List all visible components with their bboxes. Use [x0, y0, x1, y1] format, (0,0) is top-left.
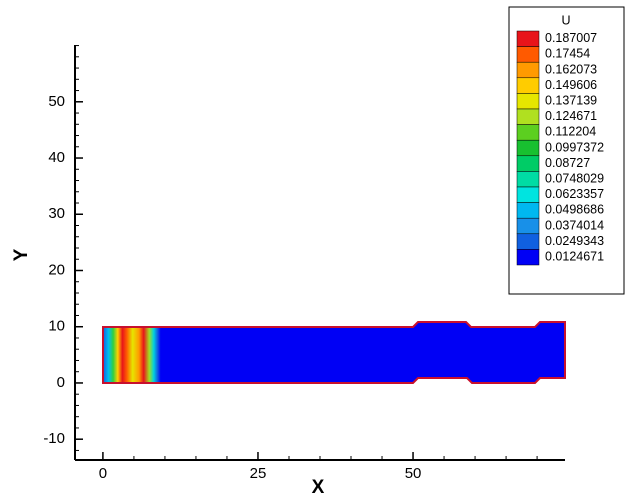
legend-swatch — [516, 155, 540, 172]
legend-label: 0.149606 — [545, 78, 597, 92]
legend-label: 0.0623357 — [545, 187, 604, 201]
x-axis-title: X — [312, 477, 325, 498]
legend-swatch — [516, 108, 540, 125]
y-tick-label: 40 — [48, 149, 65, 166]
legend-swatch — [516, 61, 540, 79]
legend-title: U — [561, 13, 570, 27]
legend-swatch — [516, 46, 540, 63]
y-tick-label: 50 — [48, 93, 65, 110]
legend-swatch — [516, 77, 540, 94]
y-tick-label: -10 — [43, 430, 65, 447]
legend-label: 0.08727 — [545, 156, 590, 170]
legend-swatch — [516, 139, 540, 157]
legend-label: 0.187007 — [545, 31, 597, 45]
y-tick-label: 30 — [48, 205, 65, 222]
y-tick-label: 0 — [57, 374, 65, 391]
legend-swatch — [516, 249, 540, 266]
legend-label: 0.0498686 — [545, 203, 604, 217]
legend-swatch — [516, 93, 540, 110]
legend-label: 0.0374014 — [545, 218, 604, 232]
x-tick-label: 0 — [99, 465, 107, 482]
legend-label: 0.0124671 — [545, 249, 604, 263]
legend-swatch — [516, 124, 540, 141]
legend-label: 0.124671 — [545, 109, 597, 123]
y-tick-label: 20 — [48, 261, 65, 278]
legend-swatch — [516, 30, 540, 47]
legend-swatch — [516, 202, 540, 219]
y-axis-title: Y — [11, 248, 32, 261]
legend-label: 0.162073 — [545, 62, 597, 76]
legend-swatch — [516, 217, 540, 235]
legend-label: 0.112204 — [545, 125, 596, 139]
y-tick-label: 10 — [48, 318, 65, 335]
legend-label: 0.0249343 — [545, 234, 604, 248]
x-tick-label: 50 — [405, 465, 422, 482]
legend-swatch — [516, 186, 540, 203]
legend-swatch — [516, 233, 540, 250]
legend-label: 0.0748029 — [545, 171, 604, 185]
legend-label: 0.137139 — [545, 93, 597, 107]
x-tick-label: 25 — [250, 465, 267, 482]
flow-domain — [102, 321, 566, 384]
legend-label: 0.0997372 — [545, 140, 604, 154]
legend-label: 0.17454 — [545, 47, 590, 61]
legend-swatch — [516, 171, 540, 188]
